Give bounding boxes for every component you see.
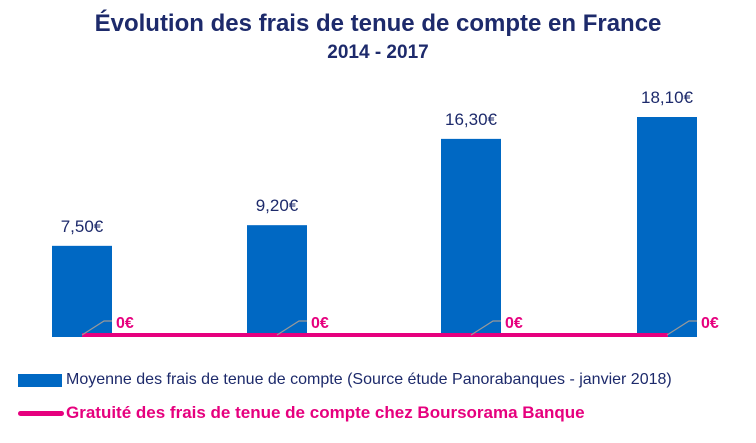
bar-data-label: 18,10€ xyxy=(641,88,694,107)
line-data-label: 0€ xyxy=(311,315,329,332)
leader-line xyxy=(470,320,501,336)
legend-item-line: Gratuité des frais de tenue de compte ch… xyxy=(18,403,585,423)
legend-swatch-line xyxy=(18,410,64,416)
legend-label-line: Gratuité des frais de tenue de compte ch… xyxy=(66,403,585,422)
chart-title: Évolution des frais de tenue de compte e… xyxy=(94,10,662,37)
bar-data-label: 16,30€ xyxy=(445,110,498,129)
leader-line xyxy=(666,320,697,336)
bar xyxy=(637,117,697,337)
leader-line xyxy=(276,320,307,336)
legend-label-bars: Moyenne des frais de tenue de compte (So… xyxy=(66,371,672,388)
line-data-label: 0€ xyxy=(116,315,134,332)
legend-item-bars: Moyenne des frais de tenue de compte (So… xyxy=(18,371,672,389)
chart-subtitle: 2014 - 2017 xyxy=(327,42,429,63)
bar xyxy=(52,245,112,337)
leader-line xyxy=(81,320,112,336)
bar-data-label: 9,20€ xyxy=(256,196,299,215)
legend-swatch-bars xyxy=(18,373,62,387)
bar-data-label: 7,50€ xyxy=(61,217,104,236)
line-data-label: 0€ xyxy=(505,315,523,332)
bar xyxy=(441,138,501,337)
line-data-label: 0€ xyxy=(701,315,719,332)
bar xyxy=(247,225,307,337)
